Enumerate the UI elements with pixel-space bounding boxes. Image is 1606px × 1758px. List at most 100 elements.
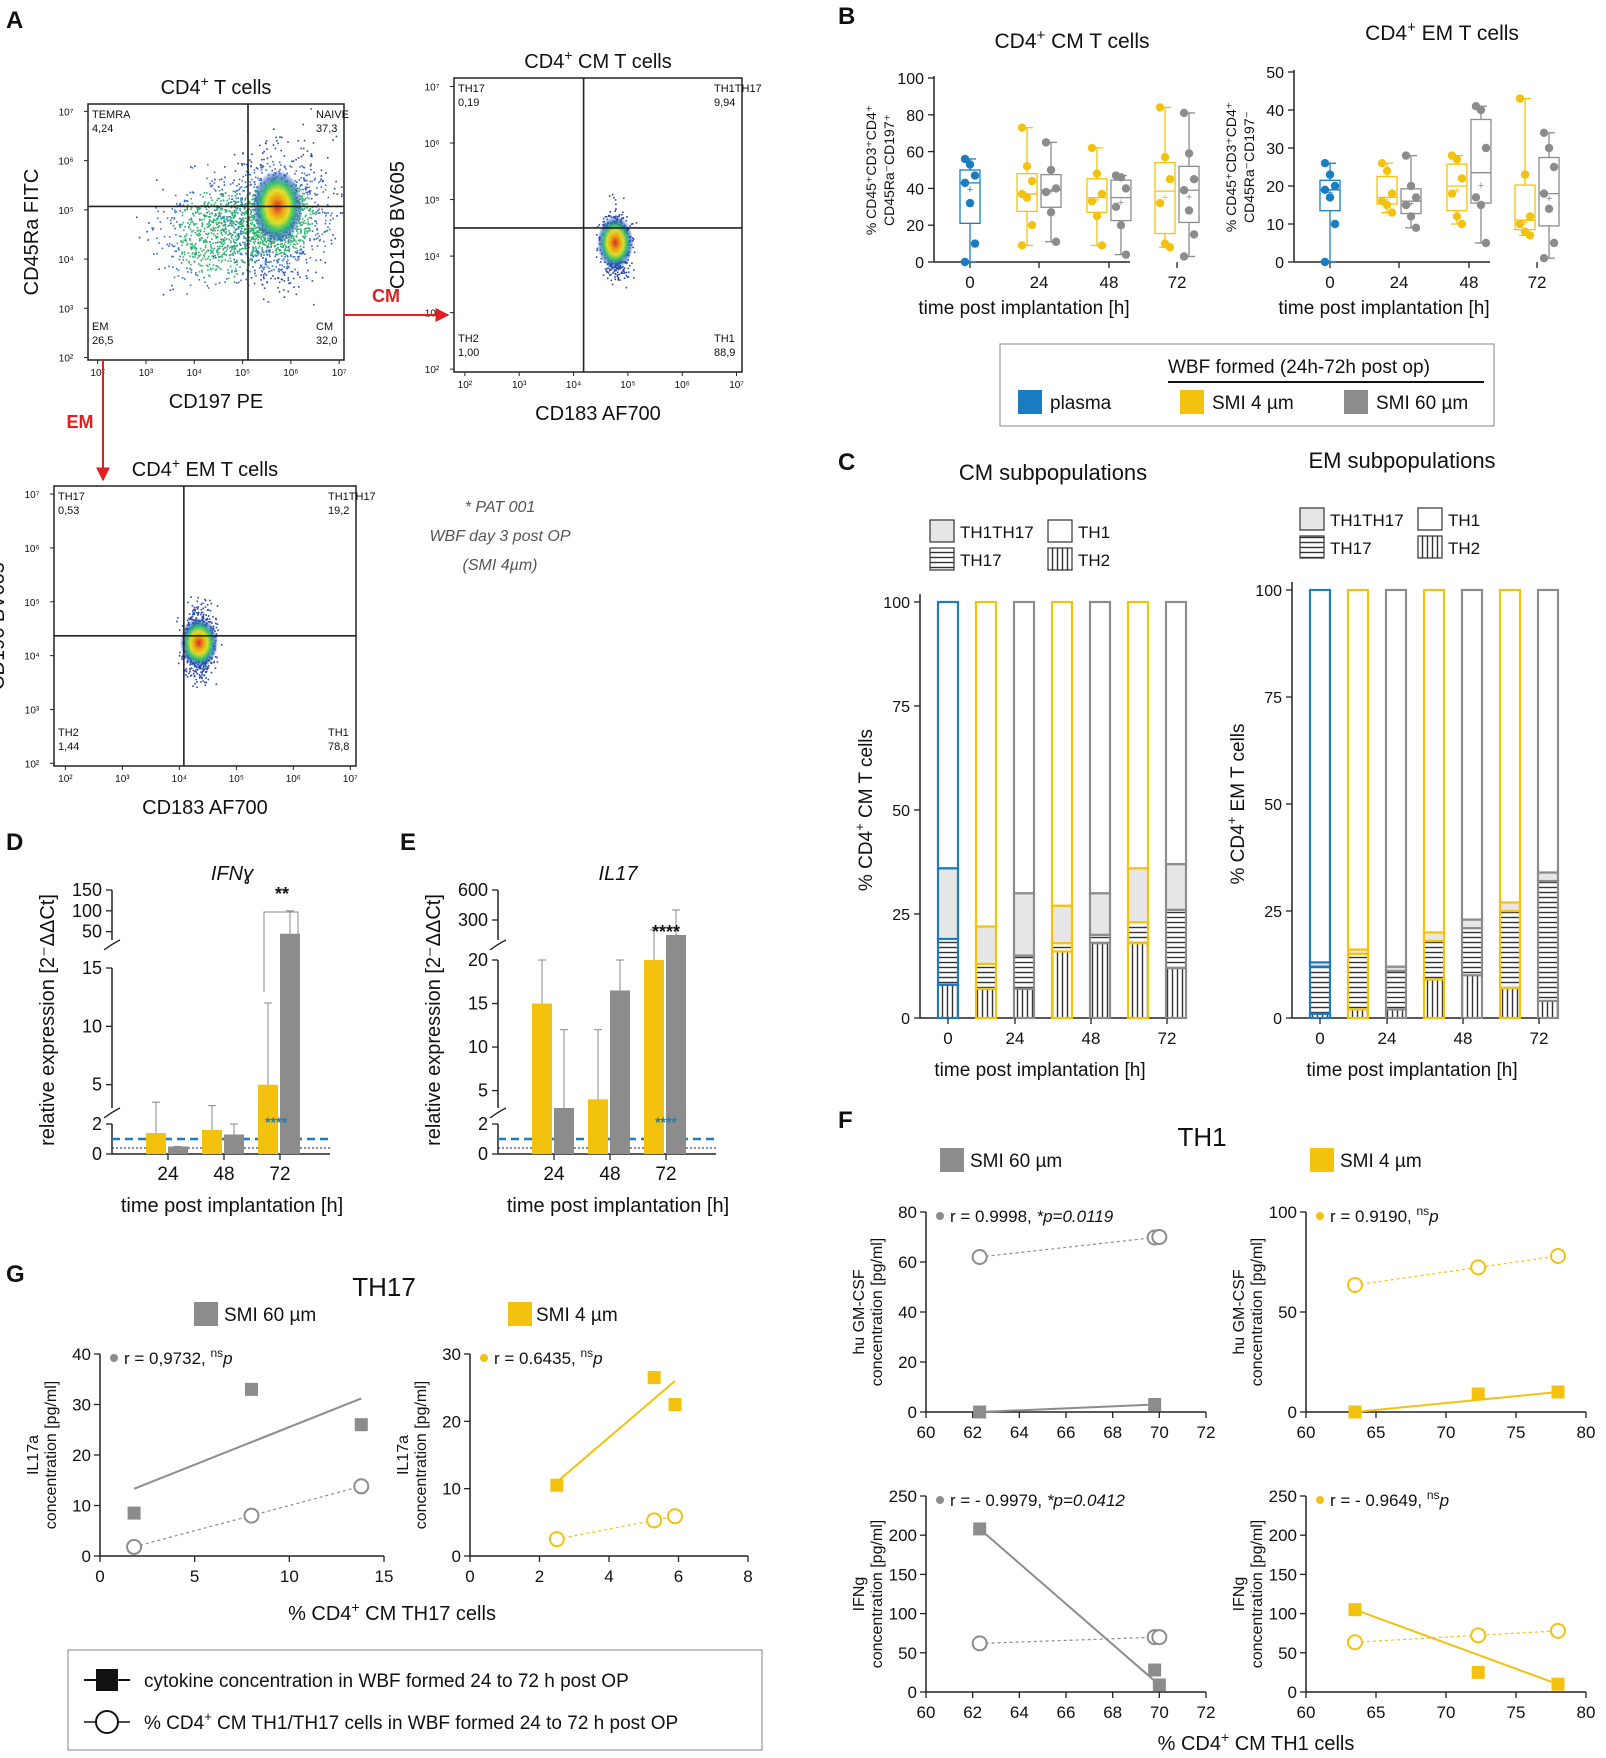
event-dot [212, 252, 215, 255]
event-dot [216, 236, 219, 238]
x-tick-label: 68 [1103, 1423, 1122, 1442]
x-tick-label: 66 [1057, 1703, 1076, 1722]
event-dot [221, 217, 224, 219]
box-plot-y-label-2: CD45Ra⁻CD197⁺ [881, 114, 897, 226]
event-dot [255, 167, 258, 169]
quadrant-value: 19,2 [328, 505, 349, 517]
event-dot [609, 274, 611, 277]
bar-smi4 [588, 1099, 608, 1154]
event-dot [252, 266, 254, 268]
event-dot [194, 247, 197, 249]
event-dot [199, 229, 202, 231]
event-dot [190, 617, 192, 620]
event-dot [193, 260, 195, 263]
event-dot [259, 177, 262, 180]
cells-fit-line [979, 1636, 1160, 1644]
event-dot [304, 215, 307, 218]
bar-smi60 [224, 1134, 244, 1154]
event-dot [302, 188, 304, 191]
event-dot [215, 256, 217, 259]
event-dot [236, 244, 239, 246]
event-dot [251, 238, 253, 240]
event-dot [233, 281, 236, 283]
event-dot [293, 286, 295, 288]
event-dot [254, 254, 256, 256]
y-tick-label: 30 [72, 1396, 91, 1415]
event-dot [610, 279, 613, 282]
stacked-chart-x-label: time post implantation [h] [1306, 1060, 1517, 1081]
event-dot [232, 231, 235, 234]
event-dot [248, 242, 251, 245]
event-dot [341, 195, 343, 198]
event-dot [202, 196, 204, 198]
event-dot [289, 239, 292, 241]
event-dot [270, 245, 273, 247]
event-dot [304, 222, 307, 225]
bar-smi60 [666, 935, 686, 1154]
event-dot [222, 199, 225, 202]
event-dot [265, 241, 267, 243]
event-dot [196, 612, 198, 614]
event-dot [220, 217, 223, 219]
segment-th2 [1050, 950, 1074, 1020]
event-dot [214, 189, 217, 192]
event-dot [284, 241, 287, 243]
event-dot [228, 210, 231, 212]
event-dot [245, 243, 248, 245]
data-point [1179, 108, 1189, 118]
event-dot [186, 194, 188, 196]
event-dot [279, 264, 281, 266]
event-dot [230, 201, 232, 203]
event-dot [186, 200, 189, 202]
quadrant-name: TH1TH17 [328, 491, 376, 503]
y-tick-label: 0 [452, 1547, 461, 1566]
event-dot [196, 669, 199, 671]
event-dot [301, 224, 303, 226]
event-dot [266, 157, 269, 160]
event-dot [236, 228, 238, 230]
event-dot [185, 668, 188, 670]
event-dot [191, 202, 193, 205]
y-tick-label: 0 [1275, 255, 1284, 272]
y-tick-label: 100 [72, 901, 102, 921]
event-dot [203, 241, 206, 243]
event-dot [199, 239, 202, 241]
event-dot [209, 609, 212, 612]
data-point [1041, 187, 1051, 197]
event-dot [189, 243, 192, 245]
event-dot [327, 157, 329, 159]
event-dot [331, 212, 333, 215]
event-dot [206, 285, 209, 287]
event-dot [257, 253, 260, 256]
legend-g-smi60-label: SMI 60 µm [224, 1305, 316, 1326]
stat-dot [480, 1354, 488, 1362]
event-dot [243, 243, 246, 246]
event-dot [303, 199, 306, 201]
event-dot [314, 225, 317, 227]
event-dot [255, 274, 257, 277]
data-point [1481, 143, 1491, 153]
event-dot [183, 239, 185, 242]
event-dot [335, 135, 338, 138]
event-dot [614, 210, 616, 212]
event-dot [222, 224, 225, 227]
y-tick-label: 5 [478, 1081, 488, 1101]
event-dot [244, 241, 246, 244]
event-dot [315, 234, 317, 236]
event-dot [211, 622, 213, 624]
event-dot [212, 257, 215, 260]
box-smi60m-24h: + [1040, 138, 1062, 246]
event-dot [281, 243, 283, 245]
event-dot [302, 153, 305, 156]
event-dot [195, 212, 197, 214]
y-tick-label: 0 [478, 1144, 488, 1164]
event-dot [176, 620, 178, 623]
event-dot [195, 253, 198, 255]
event-dot [317, 232, 319, 235]
bar-smi60 [280, 933, 300, 1154]
event-dot [262, 274, 265, 276]
event-dot [263, 158, 265, 161]
quadrant-value: 4,24 [92, 123, 113, 135]
significance-bracket [263, 911, 299, 992]
